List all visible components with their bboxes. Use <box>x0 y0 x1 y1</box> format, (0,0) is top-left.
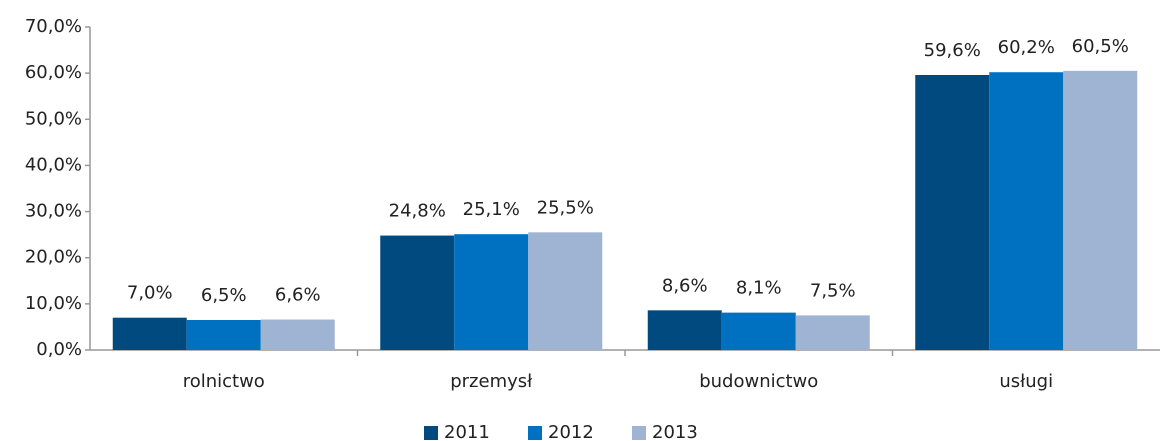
bar <box>1063 70 1138 350</box>
bar <box>989 72 1064 350</box>
y-tick-label: 0,0% <box>36 339 82 360</box>
value-label: 59,6% <box>924 40 981 61</box>
x-tick-label: budownictwo <box>699 371 818 392</box>
y-tick-label: 40,0% <box>25 154 82 175</box>
bar <box>647 310 722 350</box>
value-label: 8,1% <box>736 278 782 299</box>
legend-label: 2012 <box>548 422 594 441</box>
bar <box>528 232 603 350</box>
value-label: 6,6% <box>275 285 321 306</box>
bar <box>112 317 187 350</box>
legend-label: 2013 <box>652 422 698 441</box>
x-tick-label: usługi <box>999 371 1053 392</box>
y-tick-label: 30,0% <box>25 201 82 222</box>
y-tick-label: 70,0% <box>25 16 82 37</box>
bar <box>186 320 261 350</box>
bar <box>795 315 870 350</box>
legend-swatch <box>528 426 542 440</box>
value-label: 25,1% <box>463 199 520 220</box>
legend-swatch <box>632 426 646 440</box>
legend-swatch <box>424 426 438 440</box>
value-label: 8,6% <box>662 275 708 296</box>
bar <box>721 312 796 350</box>
y-tick-label: 50,0% <box>25 108 82 129</box>
y-tick-label: 20,0% <box>25 247 82 268</box>
x-tick-label: rolnictwo <box>183 371 265 392</box>
value-label: 7,0% <box>127 283 173 304</box>
bar <box>915 74 990 350</box>
value-label: 60,5% <box>1072 36 1129 57</box>
bar <box>260 319 335 350</box>
legend-label: 2011 <box>444 422 490 441</box>
y-tick-label: 60,0% <box>25 62 82 83</box>
bar <box>380 235 455 350</box>
value-label: 24,8% <box>389 201 446 222</box>
y-tick-label: 10,0% <box>25 293 82 314</box>
value-label: 7,5% <box>810 280 856 301</box>
bar <box>454 234 529 350</box>
x-tick-label: przemysł <box>450 371 533 392</box>
value-label: 6,5% <box>201 285 247 306</box>
value-label: 25,5% <box>537 197 594 218</box>
value-label: 60,2% <box>998 37 1055 58</box>
